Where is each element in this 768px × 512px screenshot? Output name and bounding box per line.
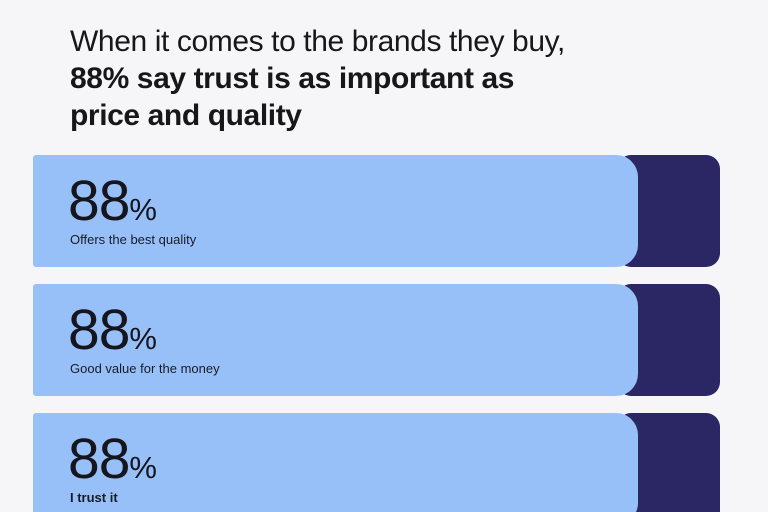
title-line-3: price and quality	[70, 99, 302, 133]
bar-fill: 88% I trust it	[33, 413, 638, 512]
percent-sign: %	[129, 321, 157, 356]
bar-chart: 88% Offers the best quality 88% Good val…	[33, 155, 720, 512]
bar-value: 88%	[68, 431, 157, 488]
percent-sign: %	[129, 450, 157, 485]
bar-label: Offers the best quality	[70, 232, 197, 247]
bar-row-i-trust-it: 88% I trust it	[33, 413, 720, 512]
bar-value: 88%	[68, 173, 157, 230]
percent-sign: %	[129, 192, 157, 227]
bar-row-good-value: 88% Good value for the money	[33, 284, 720, 396]
bar-value: 88%	[68, 302, 157, 359]
bar-value-number: 88	[68, 427, 130, 491]
bar-label: Good value for the money	[70, 361, 220, 376]
title-line-2: 88% say trust is as important as	[70, 62, 515, 96]
bar-fill: 88% Offers the best quality	[33, 155, 638, 267]
bar-value-number: 88	[68, 169, 130, 233]
bar-fill: 88% Good value for the money	[33, 284, 638, 396]
title-line-1: When it comes to the brands they buy,	[70, 25, 565, 59]
bar-value-number: 88	[68, 298, 130, 362]
bar-label: I trust it	[70, 490, 118, 505]
bar-row-best-quality: 88% Offers the best quality	[33, 155, 720, 267]
page-title: When it comes to the brands they buy, 88…	[70, 23, 720, 134]
